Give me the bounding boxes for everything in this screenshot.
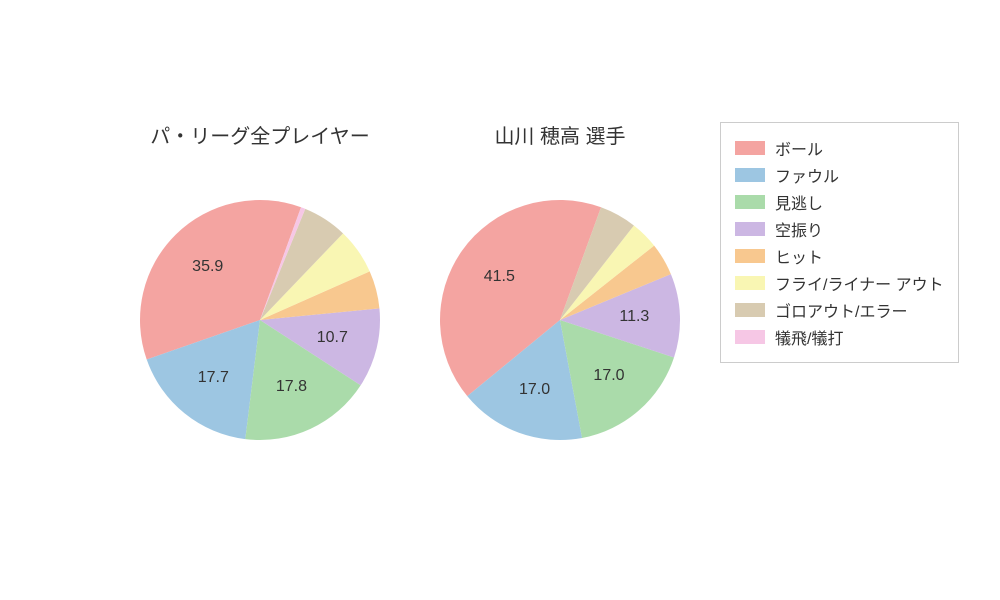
pie-league (138, 198, 382, 442)
slice-label-league-foul: 17.7 (198, 369, 229, 387)
legend-swatch-ground (735, 303, 765, 317)
slice-label-league-swing: 10.7 (317, 329, 348, 347)
slice-label-player-look: 17.0 (593, 367, 624, 385)
slice-label-player-ball: 41.5 (484, 268, 515, 286)
legend-item-ground: ゴロアウト/エラー (735, 298, 944, 322)
legend-swatch-swing (735, 222, 765, 236)
legend-label-swing: 空振り (775, 217, 823, 241)
chart-container: パ・リーグ全プレイヤー 35.9 17.7 17.8 10.7 山川 穂高 選手 41.5 1… (0, 0, 1000, 600)
legend-item-sac: 犠飛/犠打 (735, 325, 944, 349)
legend-swatch-ball (735, 141, 765, 155)
slice-label-league-ball: 35.9 (192, 258, 223, 276)
legend-item-ball: ボール (735, 136, 944, 160)
legend-item-hit: ヒット (735, 244, 944, 268)
slice-label-player-foul: 17.0 (519, 381, 550, 399)
chart-title-player: 山川 穂高 選手 (430, 120, 690, 149)
legend-label-ball: ボール (775, 136, 823, 160)
legend-label-look: 見逃し (775, 190, 823, 214)
legend-label-ground: ゴロアウト/エラー (775, 298, 907, 322)
slice-label-league-look: 17.8 (276, 378, 307, 396)
legend-swatch-flyout (735, 276, 765, 290)
legend-item-look: 見逃し (735, 190, 944, 214)
slice-label-player-swing: 11.3 (619, 308, 649, 326)
legend-swatch-foul (735, 168, 765, 182)
legend-label-flyout: フライ/ライナー アウト (775, 271, 944, 295)
legend-label-sac: 犠飛/犠打 (775, 325, 843, 349)
legend-item-swing: 空振り (735, 217, 944, 241)
chart-title-league: パ・リーグ全プレイヤー (130, 120, 390, 149)
legend: ボールファウル見逃し空振りヒットフライ/ライナー アウトゴロアウト/エラー犠飛/… (720, 122, 959, 363)
legend-label-hit: ヒット (775, 244, 823, 268)
legend-swatch-sac (735, 330, 765, 344)
legend-label-foul: ファウル (775, 163, 839, 187)
legend-swatch-hit (735, 249, 765, 263)
legend-item-foul: ファウル (735, 163, 944, 187)
legend-swatch-look (735, 195, 765, 209)
legend-item-flyout: フライ/ライナー アウト (735, 271, 944, 295)
